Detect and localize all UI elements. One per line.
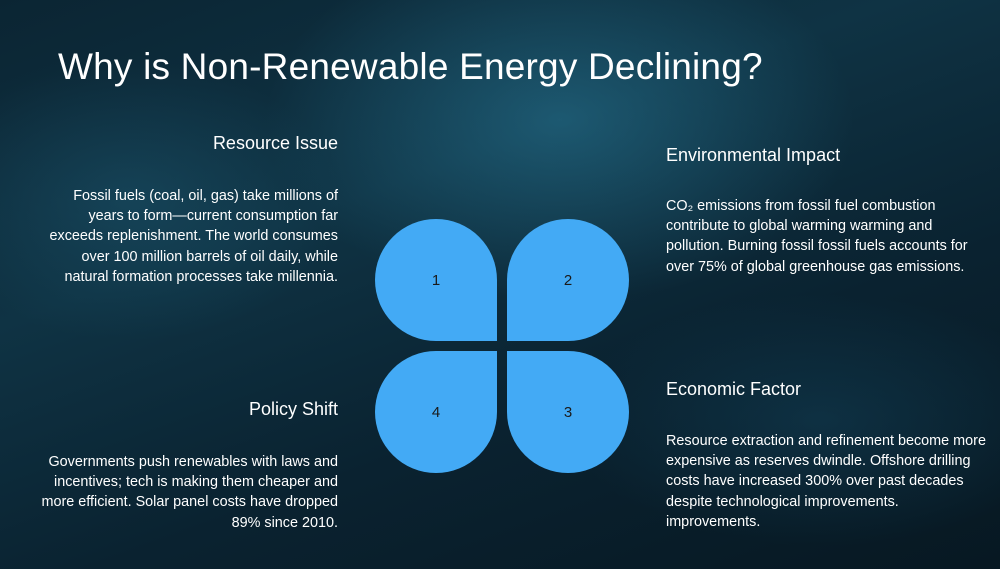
petal-1-number: 1 xyxy=(431,271,441,289)
petal-2: 2 xyxy=(507,219,629,341)
policy-shift-heading: Policy Shift xyxy=(248,399,338,419)
environmental-impact-text: CO₂ emissions from fossil fuel combustio… xyxy=(666,198,968,275)
petal-3-number: 3 xyxy=(563,403,573,421)
petal-3: 3 xyxy=(507,351,629,473)
petal-4-number: 4 xyxy=(431,403,441,421)
economic-factor-heading: Economic Factor xyxy=(666,379,802,399)
petal-4: 4 xyxy=(375,351,497,473)
resource-issue-heading: Resource Issue xyxy=(212,133,338,153)
policy-shift-text: Governments push renewables with laws an… xyxy=(41,454,338,531)
environmental-impact-heading: Environmental Impact xyxy=(666,145,841,165)
petal-2-number: 2 xyxy=(563,271,573,289)
economic-factor-text: Resource extraction and refinement becom… xyxy=(666,433,986,530)
resource-issue-text: Fossil fuels (coal, oil, gas) take milli… xyxy=(49,188,339,285)
petal-1: 1 xyxy=(375,219,497,341)
slide-title: Why is Non-Renewable Energy Declining? xyxy=(58,46,763,87)
